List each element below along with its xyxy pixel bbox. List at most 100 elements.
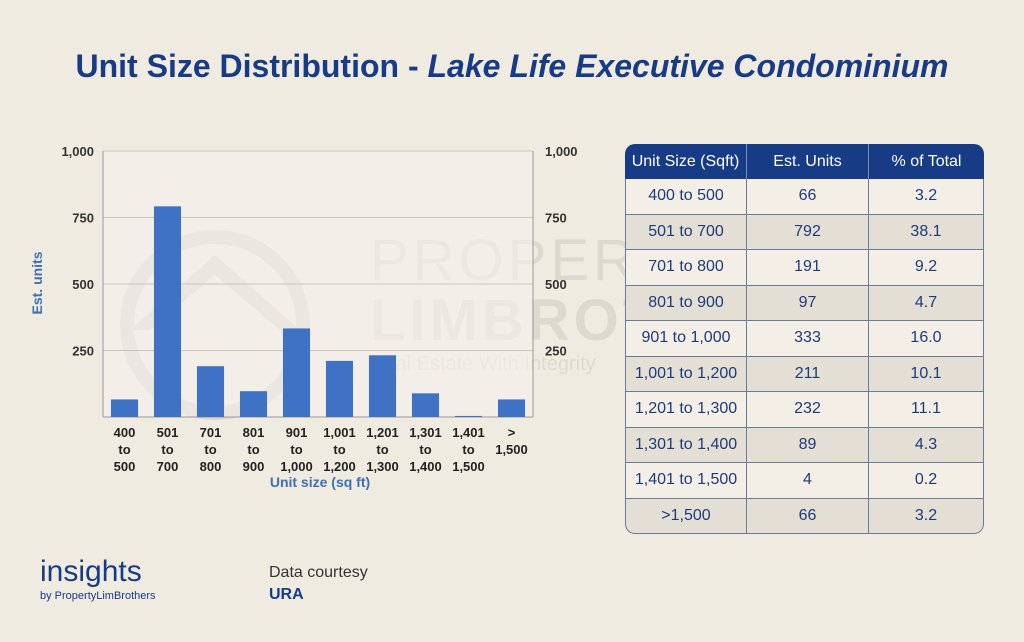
title-main: Unit Size Distribution - (75, 48, 428, 84)
cell-unit-size: >1,500 (625, 498, 747, 534)
x-tick-label: 1,400 (409, 459, 442, 474)
y-tick-label-right: 250 (545, 344, 567, 359)
header-unit-size: Unit Size (Sqft) (625, 144, 747, 179)
cell-est-units: 89 (747, 427, 869, 463)
cell-unit-size: 1,401 to 1,500 (625, 463, 747, 499)
x-tick-label: 900 (243, 459, 265, 474)
table-row: 901 to 1,000 333 16.0 (625, 321, 984, 357)
x-tick-label: 701 (200, 425, 222, 440)
x-tick-label: 1,301 (409, 425, 442, 440)
cell-unit-size: 400 to 500 (625, 179, 747, 215)
bar (196, 366, 225, 417)
cell-percent: 9.2 (869, 250, 984, 286)
cell-est-units: 333 (747, 321, 869, 357)
unit-size-table: Unit Size (Sqft) Est. Units % of Total 4… (625, 144, 984, 534)
bar (497, 399, 526, 417)
cell-unit-size: 501 to 700 (625, 214, 747, 250)
bar-chart: 1,000 1,000 750 750 500 500 250 250 400 to 500 501… (29, 144, 578, 490)
cell-unit-size: 1,001 to 1,200 (625, 356, 747, 392)
x-tick-label: 1,000 (280, 459, 313, 474)
x-tick-label: 1,300 (366, 459, 399, 474)
table-row: 1,001 to 1,200 211 10.1 (625, 356, 984, 392)
x-tick-label: 1,201 (366, 425, 399, 440)
x-tick-label: to (290, 442, 302, 457)
brand-name: insights (40, 555, 142, 588)
cell-est-units: 66 (747, 179, 869, 215)
table-row: 1,401 to 1,500 4 0.2 (625, 463, 984, 499)
x-tick-label: to (204, 442, 216, 457)
y-tick-label-left: 750 (72, 211, 94, 226)
y-tick-label-left: 500 (72, 277, 94, 292)
x-tick-label: 700 (157, 459, 179, 474)
cell-percent: 3.2 (869, 498, 984, 534)
x-tick-label: 1,500 (452, 459, 485, 474)
x-tick-label: 501 (157, 425, 179, 440)
cell-est-units: 191 (747, 250, 869, 286)
y-tick-label-right: 500 (545, 277, 567, 292)
cell-est-units: 792 (747, 214, 869, 250)
x-tick-label: 1,001 (323, 425, 356, 440)
cell-unit-size: 1,301 to 1,400 (625, 427, 747, 463)
x-tick-label: 1,401 (452, 425, 485, 440)
cell-unit-size: 801 to 900 (625, 285, 747, 321)
bar (325, 360, 354, 417)
y-tick-label-left: 250 (72, 344, 94, 359)
bar (153, 206, 182, 417)
title-italic: Lake Life Executive Condominium (427, 48, 949, 84)
y-tick-label-right: 1,000 (545, 144, 578, 159)
x-tick-label: to (118, 442, 130, 457)
cell-percent: 11.1 (869, 392, 984, 428)
page-title: Unit Size Distribution - Lake Life Execu… (0, 48, 1024, 85)
cell-est-units: 4 (747, 463, 869, 499)
cell-est-units: 211 (747, 356, 869, 392)
credit-source: URA (269, 586, 304, 603)
cell-percent: 38.1 (869, 214, 984, 250)
cell-percent: 3.2 (869, 179, 984, 215)
cell-est-units: 66 (747, 498, 869, 534)
cell-unit-size: 1,201 to 1,300 (625, 392, 747, 428)
x-tick-label: 901 (286, 425, 308, 440)
bar (454, 415, 483, 417)
x-tick-label: to (247, 442, 259, 457)
cell-percent: 10.1 (869, 356, 984, 392)
bars (110, 206, 526, 417)
brand-logo: insights by PropertyLimBrothers (40, 555, 156, 603)
x-tick-label: 400 (114, 425, 136, 440)
credit-label: Data courtesy (269, 564, 368, 581)
x-tick-label: 1,200 (323, 459, 356, 474)
cell-percent: 4.3 (869, 427, 984, 463)
x-tick-label: 801 (243, 425, 265, 440)
cell-est-units: 97 (747, 285, 869, 321)
table-row: 400 to 500 66 3.2 (625, 179, 984, 215)
x-tick-label: to (462, 442, 474, 457)
table-header-row: Unit Size (Sqft) Est. Units % of Total (625, 144, 984, 179)
table-row: 1,301 to 1,400 89 4.3 (625, 427, 984, 463)
y-ticks: 1,000 1,000 750 750 500 500 250 250 (61, 144, 577, 359)
y-tick-label-right: 750 (545, 211, 567, 226)
header-percent: % of Total (869, 144, 984, 179)
table-row: 801 to 900 97 4.7 (625, 285, 984, 321)
table-row: 701 to 800 191 9.2 (625, 250, 984, 286)
x-tick-label: to (419, 442, 431, 457)
x-tick-label: to (376, 442, 388, 457)
header-est-units: Est. Units (747, 144, 869, 179)
brand-by: by PropertyLimBrothers (40, 590, 156, 602)
cell-percent: 4.7 (869, 285, 984, 321)
table-row: 1,201 to 1,300 232 11.1 (625, 392, 984, 428)
x-tick-label: to (333, 442, 345, 457)
x-tick-label: 500 (114, 459, 136, 474)
bar (110, 399, 139, 417)
bar (411, 393, 440, 417)
x-tick-label: > (508, 425, 516, 440)
x-tick-label: 1,500 (495, 442, 528, 457)
x-tick-label: 800 (200, 459, 222, 474)
y-axis-label: Est. units (29, 251, 45, 314)
x-category-labels: 400 to 500 501 to 700 701 to 800 801 to 900 901 to 1,0… (114, 425, 528, 474)
table-row: 501 to 700 792 38.1 (625, 214, 984, 250)
table-row: >1,500 66 3.2 (625, 498, 984, 534)
bar (282, 328, 311, 417)
data-credit: Data courtesy URA (269, 564, 368, 604)
cell-est-units: 232 (747, 392, 869, 428)
x-tick-label: to (161, 442, 173, 457)
cell-percent: 16.0 (869, 321, 984, 357)
